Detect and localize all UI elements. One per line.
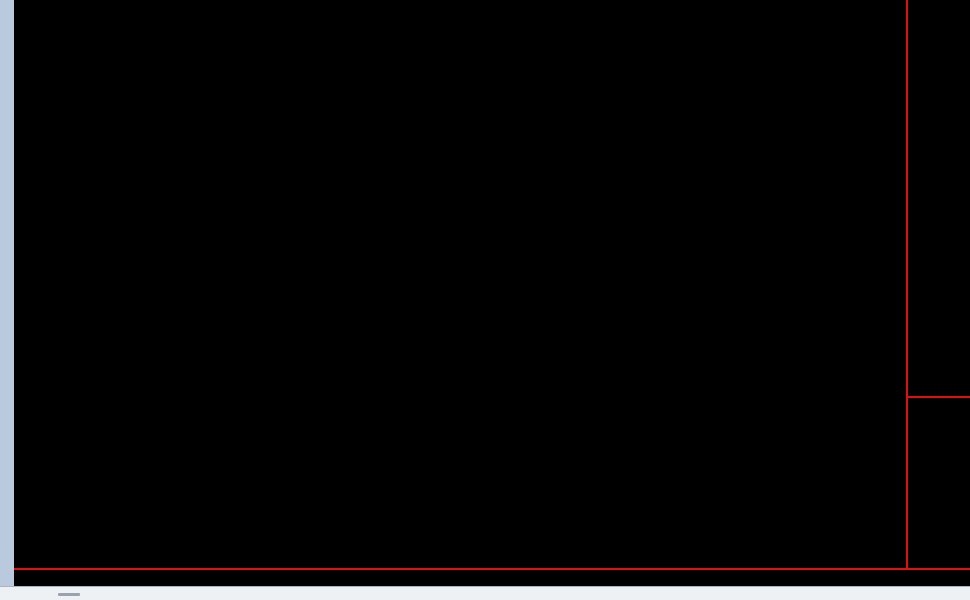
scale-divider [906, 396, 970, 398]
price-scale[interactable] [906, 0, 970, 568]
price-pane[interactable] [14, 0, 906, 396]
price-plot [14, 0, 906, 396]
indicator-pane[interactable] [14, 396, 906, 568]
window-bottom-bar [0, 586, 970, 600]
left-gutter [0, 0, 14, 586]
time-axis-line [14, 568, 970, 570]
chart-canvas [14, 0, 970, 586]
time-axis[interactable] [14, 568, 970, 586]
indicator-plot [14, 396, 906, 568]
resize-grip-icon[interactable] [58, 593, 80, 596]
